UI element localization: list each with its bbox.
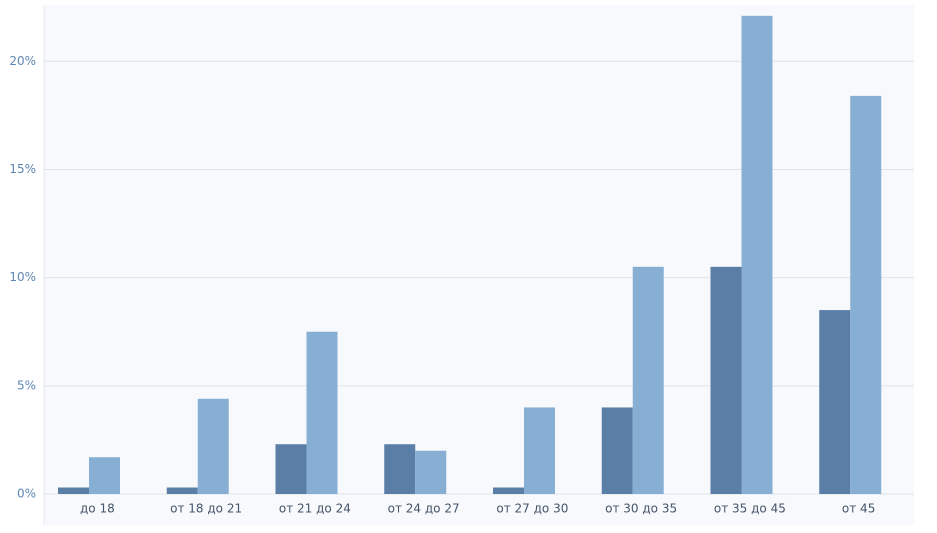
bar (632, 266, 664, 494)
bar (275, 444, 307, 494)
y-tick-label: 0% (17, 487, 36, 501)
bar (710, 266, 742, 494)
x-tick-label: от 18 до 21 (170, 502, 242, 516)
y-tick-label: 15% (9, 162, 36, 176)
y-tick-label: 10% (9, 270, 36, 284)
y-tick-label: 5% (17, 378, 36, 392)
x-tick-label: от 35 до 45 (714, 502, 786, 516)
bar (850, 95, 882, 495)
bar (819, 310, 851, 494)
bar (493, 487, 524, 494)
plot-background (44, 5, 914, 525)
bar (524, 407, 555, 494)
bar (89, 457, 120, 494)
bar (166, 487, 198, 494)
x-tick-label: от 24 до 27 (388, 502, 460, 516)
bar (601, 407, 633, 494)
bar (741, 15, 773, 495)
x-tick-label: от 27 до 30 (496, 502, 568, 516)
x-tick-label: от 45 (842, 502, 875, 516)
bar (415, 450, 447, 494)
bar (306, 331, 338, 494)
x-tick-label: от 21 до 24 (279, 502, 351, 516)
x-tick-label: от 30 до 35 (605, 502, 677, 516)
bar (58, 487, 89, 494)
x-tick-label: до 18 (80, 502, 115, 516)
y-tick-label: 20% (9, 54, 36, 68)
bar (197, 398, 229, 494)
bar (384, 444, 416, 494)
